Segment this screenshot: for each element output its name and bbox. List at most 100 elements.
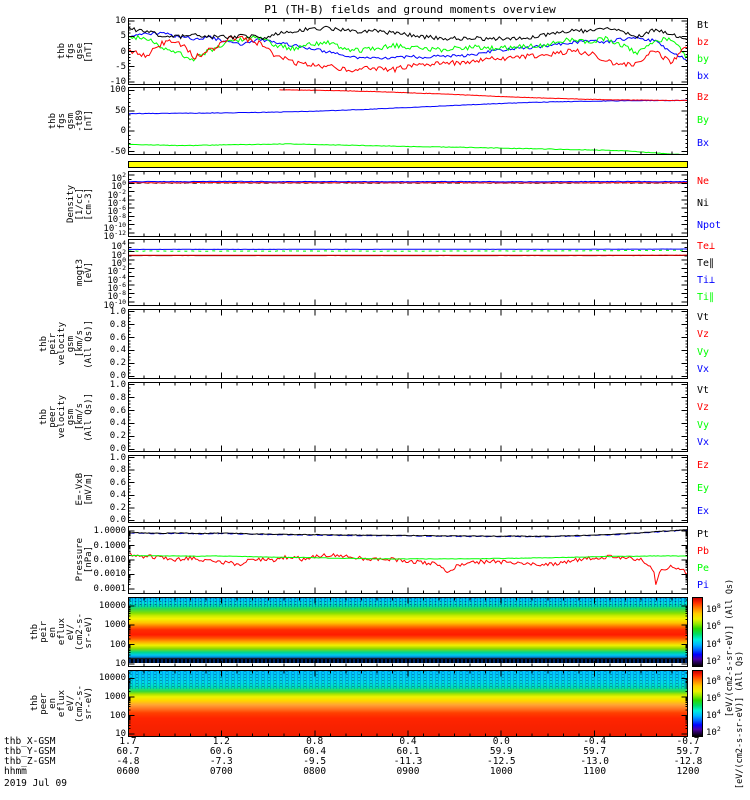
y-tick-label: 102 (111, 171, 126, 185)
y-axis-label-line: (All Qs)] (84, 392, 94, 442)
y-tick-label: 1.0 (109, 306, 126, 317)
axis-row-value: 60.6 (209, 746, 233, 757)
colorbar-tick-label: 104 (706, 636, 721, 650)
panel-peer-en-eflux-spectrogram (128, 670, 688, 737)
y-tick-label: 10-6 (107, 204, 126, 218)
y-tick-label: 0 (120, 126, 126, 137)
colorbar-tick-label: 106 (706, 619, 721, 633)
legend-label-Pe: Pe (697, 562, 710, 574)
axis-row-value: 0800 (303, 766, 327, 777)
y-tick-label: 1.0 (109, 452, 126, 463)
axis-row-value: 0.0 (492, 736, 510, 747)
y-axis-label-line: [nT] (84, 40, 94, 63)
panel-peer-en-eflux (128, 670, 688, 737)
legend-label-Vt: Vt (697, 384, 710, 396)
colorbar-tick-label: 108 (706, 674, 721, 688)
y-axis-label-line: [eV] (84, 261, 94, 284)
legend-label-Vz: Vz (697, 402, 710, 414)
axis-row-label-hhmm: hhmm (4, 766, 27, 777)
y-tick-label: 10-6 (107, 281, 126, 295)
y-tick-label: 10-10 (103, 220, 126, 234)
colorbar-0 (692, 597, 703, 667)
y-tick-label: 100 (111, 255, 126, 269)
panel-roi-bar (128, 161, 688, 168)
y-tick-label: 1000 (104, 620, 126, 631)
legend-label-Ne: Ne (697, 176, 710, 187)
legend-label-By: By (697, 115, 710, 126)
legend-label-Pb: Pb (697, 545, 710, 557)
legend-label-bx: bx (697, 70, 710, 82)
y-tick-label: 50 (115, 105, 126, 116)
y-axis-label-line: [mV/m] (84, 472, 94, 506)
axis-row-value: 59.7 (583, 746, 607, 757)
axis-row-value: 0700 (209, 766, 233, 777)
y-tick-label: 10 (115, 729, 126, 740)
axis-row-value: -13.0 (580, 756, 609, 767)
panel-peir-velocity (128, 309, 688, 379)
axis-row-value: 1.2 (212, 736, 230, 747)
axis-row-value: -4.8 (116, 756, 140, 767)
legend-label-Ti⊥: Ti⊥ (697, 274, 716, 286)
y-tick-label: 0.4 (109, 345, 126, 356)
y-tick-label: 10 (115, 16, 126, 27)
legend-label-Pi: Pi (697, 579, 710, 591)
y-tick-label: 10-12 (103, 228, 126, 242)
legend-label-Ni: Ni (697, 198, 710, 209)
y-axis-label: thb peer velocity gsm [km/s (All Qs)] (26, 382, 94, 452)
y-tick-label: 10000 (98, 673, 126, 684)
y-axis-label: Density [1/cc] [cm-3] (26, 171, 94, 237)
y-tick-label: 10-4 (107, 195, 126, 209)
panel-pressure (128, 526, 688, 594)
panel-e-vxb (128, 455, 688, 523)
y-tick-label: 100 (109, 639, 126, 650)
colorbar-tick-label: 106 (706, 691, 721, 705)
y-axis-label-line: [cm-3] (84, 187, 94, 221)
y-tick-label: 0.4 (109, 418, 126, 429)
y-tick-label: 10000 (98, 600, 126, 611)
y-tick-label: 10 (115, 659, 126, 670)
y-tick-label: 0.0 (109, 444, 126, 455)
y-tick-label: 100 (111, 179, 126, 193)
date-label: 2019 Jul 09 (4, 778, 67, 789)
legend-label-by: by (697, 53, 710, 65)
y-tick-label: 104 (111, 239, 126, 253)
axis-row-value: 59.9 (489, 746, 513, 757)
y-axis-label-line: sr-eV) (84, 615, 94, 649)
y-tick-label: 100 (109, 85, 126, 96)
y-axis-label: thb peir velocity gsm [km/s (All Qs)] (26, 309, 94, 379)
axis-row-value: 1.7 (119, 736, 137, 747)
y-tick-label: -5 (115, 61, 126, 72)
axis-row-value: 60.4 (303, 746, 327, 757)
colorbar-1 (692, 670, 703, 737)
axis-row-label-thb_Y-GSM: thb_Y-GSM (4, 746, 56, 757)
legend-label-Te∥: Te∥ (697, 258, 715, 270)
y-axis-label: thb fgs gse [nT] (26, 18, 94, 85)
colorbar-tick-label: 102 (706, 724, 721, 738)
y-tick-label: 0.2 (109, 502, 126, 513)
y-axis-label-line: [nT] (84, 110, 94, 132)
y-axis-label-line: (All Qs)] (84, 319, 94, 369)
panel-peer-velocity (128, 382, 688, 452)
axis-row-value: -7.3 (209, 756, 233, 767)
axis-row-value: -11.3 (393, 756, 423, 767)
y-axis-label: thb peir en eflux eV/(cm2-s-sr-eV) (26, 597, 94, 667)
y-tick-label: -10 (109, 76, 126, 87)
y-tick-label: 1.0000 (93, 526, 126, 537)
legend-label-Bx: Bx (697, 137, 710, 149)
y-tick-label: 0.2 (109, 431, 126, 442)
colorbar-tick-label: 108 (706, 601, 721, 615)
legend-label-Ex: Ex (697, 505, 710, 517)
axis-row-value: 0600 (116, 766, 140, 777)
legend-label-Npot: Npot (697, 220, 722, 231)
legend-label-Pt: Pt (697, 528, 710, 540)
y-axis-label: thb peer en eflux eV/(cm2-s-sr-eV) (26, 670, 94, 737)
y-tick-label: 0.6 (109, 405, 126, 416)
y-tick-label: 0.6 (109, 332, 126, 343)
axis-row-value: 60.7 (116, 746, 140, 757)
legend-label-Bt: Bt (697, 20, 710, 32)
y-axis-label: mogt3 [eV] (26, 239, 94, 306)
y-tick-label: -50 (109, 146, 126, 157)
page-title: P1 (TH-B) fields and ground moments over… (264, 3, 556, 16)
legend-label-Ti∥: Ti∥ (697, 291, 715, 303)
